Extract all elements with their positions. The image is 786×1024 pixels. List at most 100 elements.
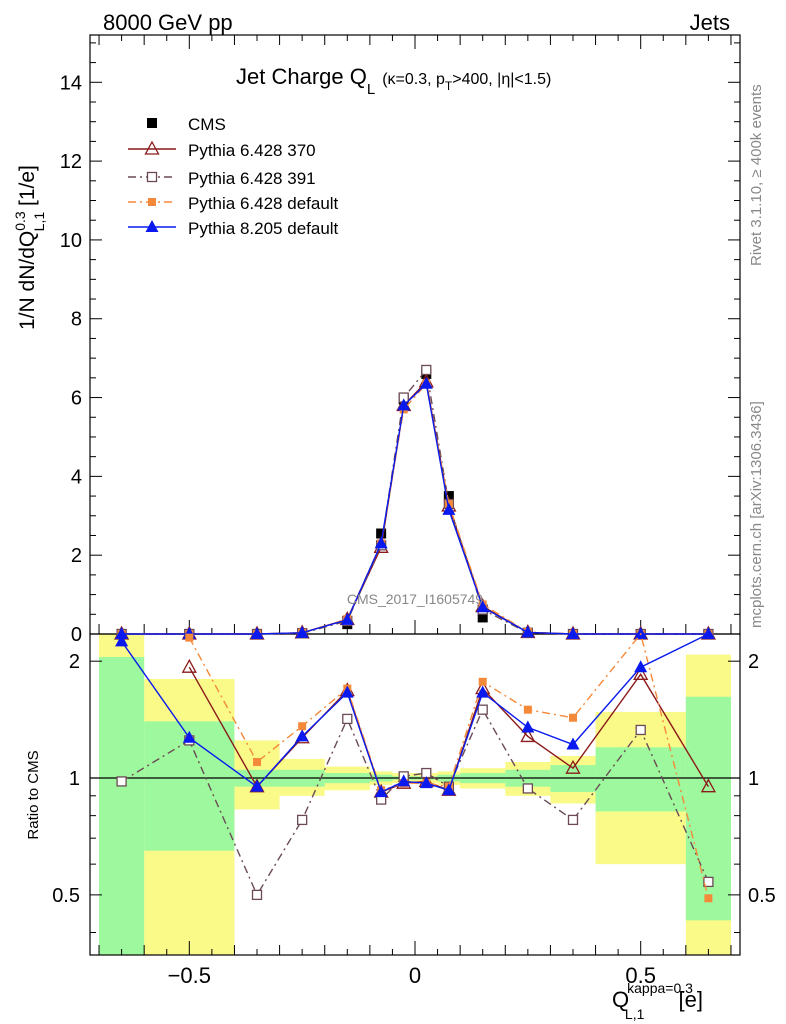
ratio-point [374,785,388,798]
mcplots-label: mcplots.cern.ch [arXiv:1306.3436] [748,401,765,628]
y-axis-label: 1/N dN/dQ0.3 L,1 [1/e] [12,165,47,330]
x-axis-label-b: [e] [672,987,703,1012]
ratio-ytick-label-right: 1 [748,768,759,790]
ratio-point [520,728,536,743]
ratio-ytick-label: 0.5 [52,885,80,907]
legend-item-2: Pythia 6.428 391 [128,169,316,188]
main-ytick-label: 8 [71,309,82,331]
ratio-point [182,730,196,743]
x-axis-label-sub: L,1 [625,1006,645,1022]
main-ytick-label: 2 [71,545,82,567]
legend-label: Pythia 6.428 default [188,194,339,213]
ratio-point [565,759,581,774]
ratio-point [340,685,354,698]
y-axis-label-a: 1/N dN/dQ [16,231,39,330]
main-point [340,612,354,625]
header-left: 8000 GeV pp [103,10,233,35]
x-axis-label: Qkappa=0.3 L,1 [e] [612,980,703,1022]
ratio-point [523,705,532,714]
main-series-4 [115,376,715,639]
legend-label: CMS [188,115,226,134]
main-point [419,376,433,389]
ratio-point [298,722,307,731]
main-series-line [121,382,709,635]
ratio-series-line [121,708,710,897]
ratio-point [476,685,490,698]
legend-label: Pythia 8.205 default [188,219,339,238]
ratio-point [295,729,309,742]
rivet-label: Rivet 3.1.10, ≥ 400k events [748,84,765,266]
legend-item-0: CMS [147,115,226,134]
ratio-point [251,889,263,901]
main-point [115,627,129,639]
watermark: CMS_2017_I1605749 [347,591,483,607]
x-tick-label: −0.5 [168,963,211,988]
ratio-point [419,776,433,789]
main-point [443,491,454,502]
ratio-point [185,633,194,642]
ratio-point [477,704,488,715]
legend-item-3: Pythia 6.428 default [128,194,339,213]
ratio-axis-label: Ratio to CMS [25,750,42,839]
main-ytick-label: 6 [71,388,82,410]
plot-title-params-sub: T [445,79,453,93]
ratio-point [116,776,127,787]
main-ytick-label: 4 [71,466,82,488]
ratio-point [567,814,579,826]
y-axis-label-b: [1/e] [16,165,39,212]
plot-title-sub: L [367,81,375,98]
main-point [376,528,387,539]
ratio-point [633,665,649,680]
band-inner-12 [595,747,686,812]
ratio-point [342,713,353,725]
plot-title-main: Jet Charge Q [236,64,367,89]
main-point [477,612,488,623]
plot-title: Jet Charge QL (κ=0.3, pT>400, |η|<1.5) [236,64,551,98]
main-ytick-label: 10 [60,230,82,252]
legend-marker [148,198,156,206]
data-series [114,364,716,903]
legend-label: Pythia 6.428 370 [188,141,316,160]
legend-label: Pythia 6.428 391 [188,169,316,188]
ratio-point [704,894,713,903]
ratio-point [297,814,308,826]
uncertainty-bands [90,634,740,955]
main-point [397,398,411,411]
legend-marker [144,140,160,155]
main-ytick-label: 0 [71,624,82,646]
legend-item-4: Pythia 8.205 default [128,219,339,238]
x-tick-label: 0 [409,963,421,988]
main-point [566,627,580,639]
x-axis-label-sup: kappa=0.3 [627,980,693,996]
y-axis-label-sup: 0.3 [12,211,28,231]
legend-marker [146,171,158,183]
ratio-ytick-label-right: 0.5 [748,885,776,907]
x-tick-label: 0.5 [625,963,656,988]
ratio-point [181,658,197,673]
ratio-point [635,724,646,736]
ratio-point [442,783,456,796]
main-point [476,600,490,613]
main-point [421,364,432,376]
ratio-ytick-label-right: 2 [748,651,759,673]
ratio-point [566,737,580,750]
ratio-point [700,778,716,793]
main-point [442,502,456,515]
legend-item-1: Pythia 6.428 370 [128,140,316,160]
ratio-series-line [121,633,709,794]
main-point [521,625,535,638]
ratio-point [478,677,487,686]
ratio-series-3 [115,633,709,798]
main-point [295,625,309,638]
ratio-point [522,783,533,794]
plot-title-params-b: >400, |η|<1.5) [452,71,551,88]
plot-title-params-a: (κ=0.3, p [382,71,445,88]
ratio-point [521,720,535,733]
legend-marker [145,220,159,232]
ratio-point [115,634,129,647]
legend-marker [147,118,157,128]
ratio-ytick-label: 2 [69,651,80,673]
ratio-ytick-label: 1 [69,768,80,790]
main-point [250,627,264,639]
